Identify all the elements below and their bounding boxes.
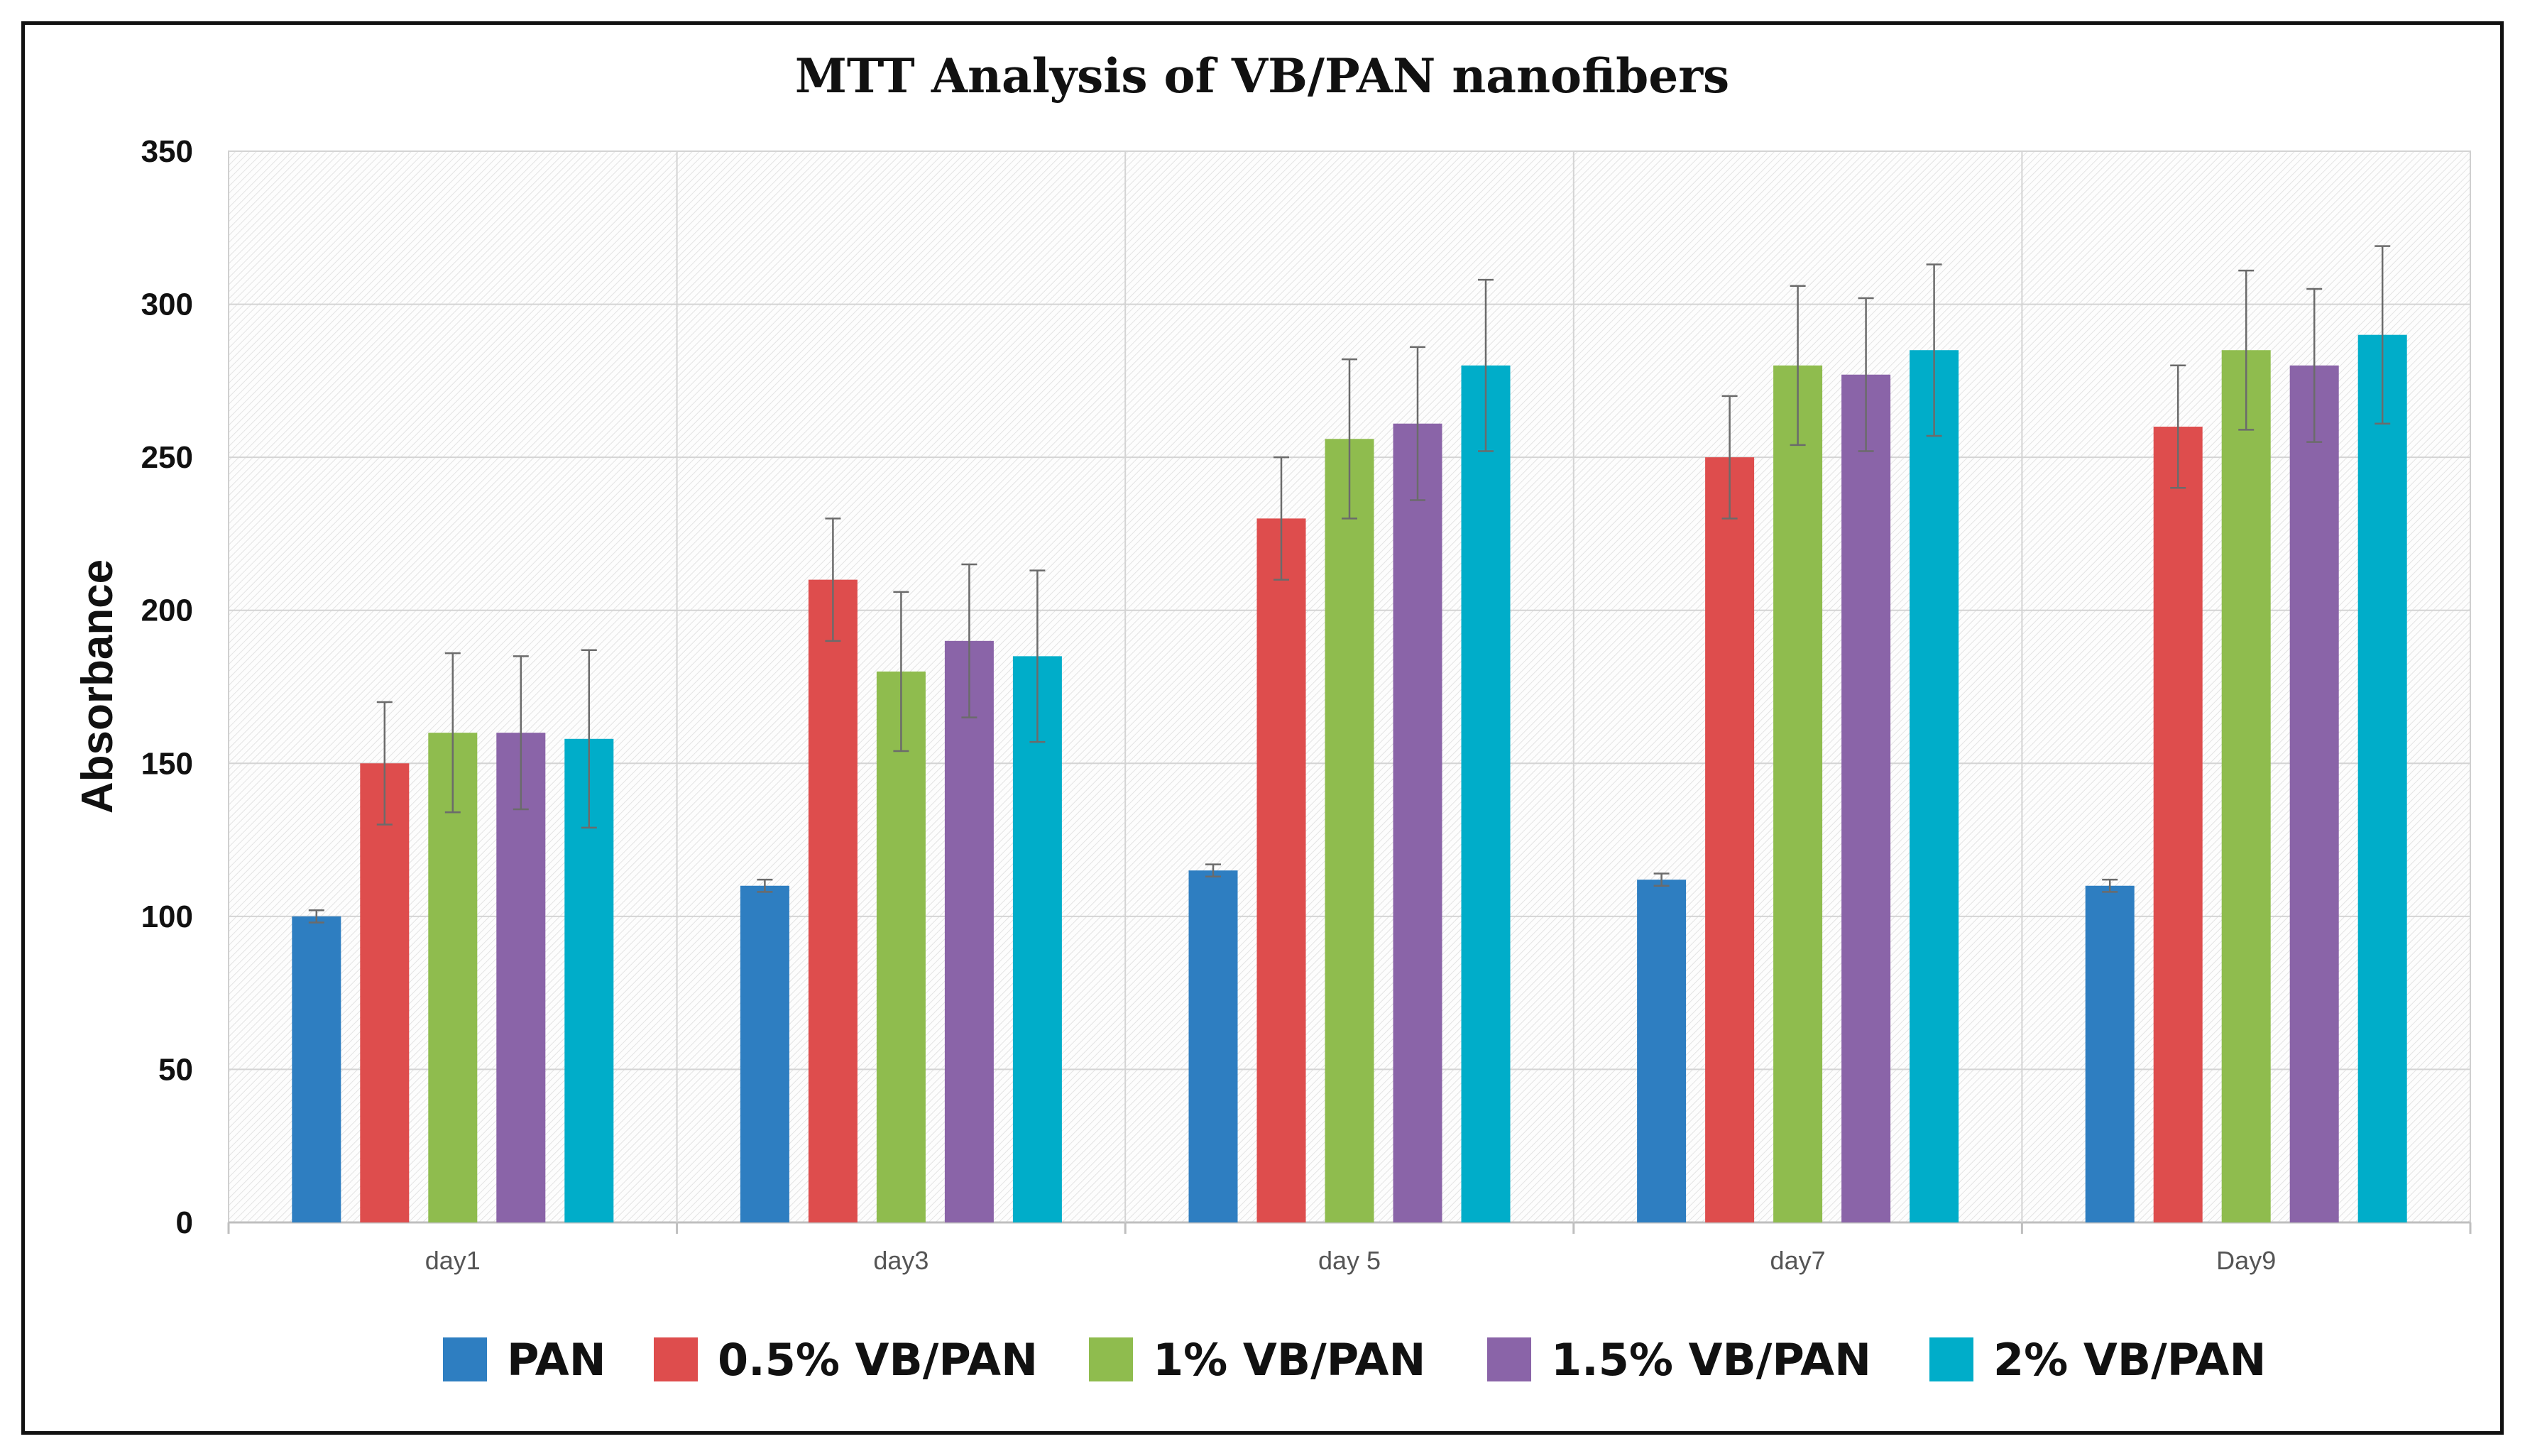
x-tick-label: day1 [425,1246,481,1275]
x-tick-label: day7 [1770,1246,1826,1275]
bar [428,733,478,1222]
bar [808,579,858,1222]
bar [2357,334,2407,1223]
chart-title: MTT Analysis of VB/PAN nanofibers [795,48,1729,104]
bar [1325,439,1374,1222]
bar [1841,374,1891,1222]
bar [1637,880,1687,1222]
x-tick-label: day 5 [1318,1246,1381,1275]
bar [1773,365,1823,1222]
bar [1910,350,1959,1222]
y-tick-label: 150 [141,746,193,781]
bar [2153,427,2203,1222]
y-tick-label: 300 [141,288,193,322]
bar [1188,870,1238,1222]
bar [1393,423,1442,1222]
legend-label: 1.5% VB/PAN [1551,1334,1871,1386]
bar [944,640,994,1222]
legend-label: 0.5% VB/PAN [718,1334,1038,1386]
error-bars [308,245,2391,924]
legend: PAN 0.5% VB/PAN 1% VB/PAN 1.5% VB/PAN 2% VB/… [443,1334,2266,1386]
x-tick-label: day3 [873,1246,929,1275]
y-axis-ticks: 0 50 100 150 200 250 300 350 [141,134,193,1240]
bar [2221,350,2271,1222]
bar [1461,365,1511,1222]
legend-label: 1% VB/PAN [1153,1334,1425,1386]
bar [292,916,341,1222]
y-tick-label: 50 [158,1052,193,1087]
bar [1256,518,1306,1222]
x-tick-label: Day9 [2216,1246,2276,1275]
bar [2289,365,2339,1222]
legend-swatch [443,1337,487,1381]
chart-frame [21,21,2504,1435]
y-tick-label: 0 [176,1205,193,1240]
y-tick-label: 200 [141,593,193,628]
bar [1012,656,1062,1222]
bar [876,671,926,1222]
bar-series [292,334,2407,1223]
legend-swatch [1929,1337,1973,1381]
bar [360,763,410,1222]
y-axis-label: Absorbance [73,559,122,814]
bar [2085,885,2135,1222]
legend-swatch [654,1337,698,1381]
legend-label: PAN [507,1334,606,1386]
legend-swatch [1089,1337,1133,1381]
bar [1705,457,1755,1223]
bar [496,733,546,1222]
x-axis-ticks: day1 day3 day 5 day7 Day9 [425,1246,2276,1275]
legend-swatch [1487,1337,1531,1381]
y-tick-label: 100 [141,899,193,934]
bar [740,885,789,1222]
y-tick-label: 250 [141,440,193,475]
legend-label: 2% VB/PAN [1993,1334,2266,1386]
y-tick-label: 350 [141,134,193,169]
